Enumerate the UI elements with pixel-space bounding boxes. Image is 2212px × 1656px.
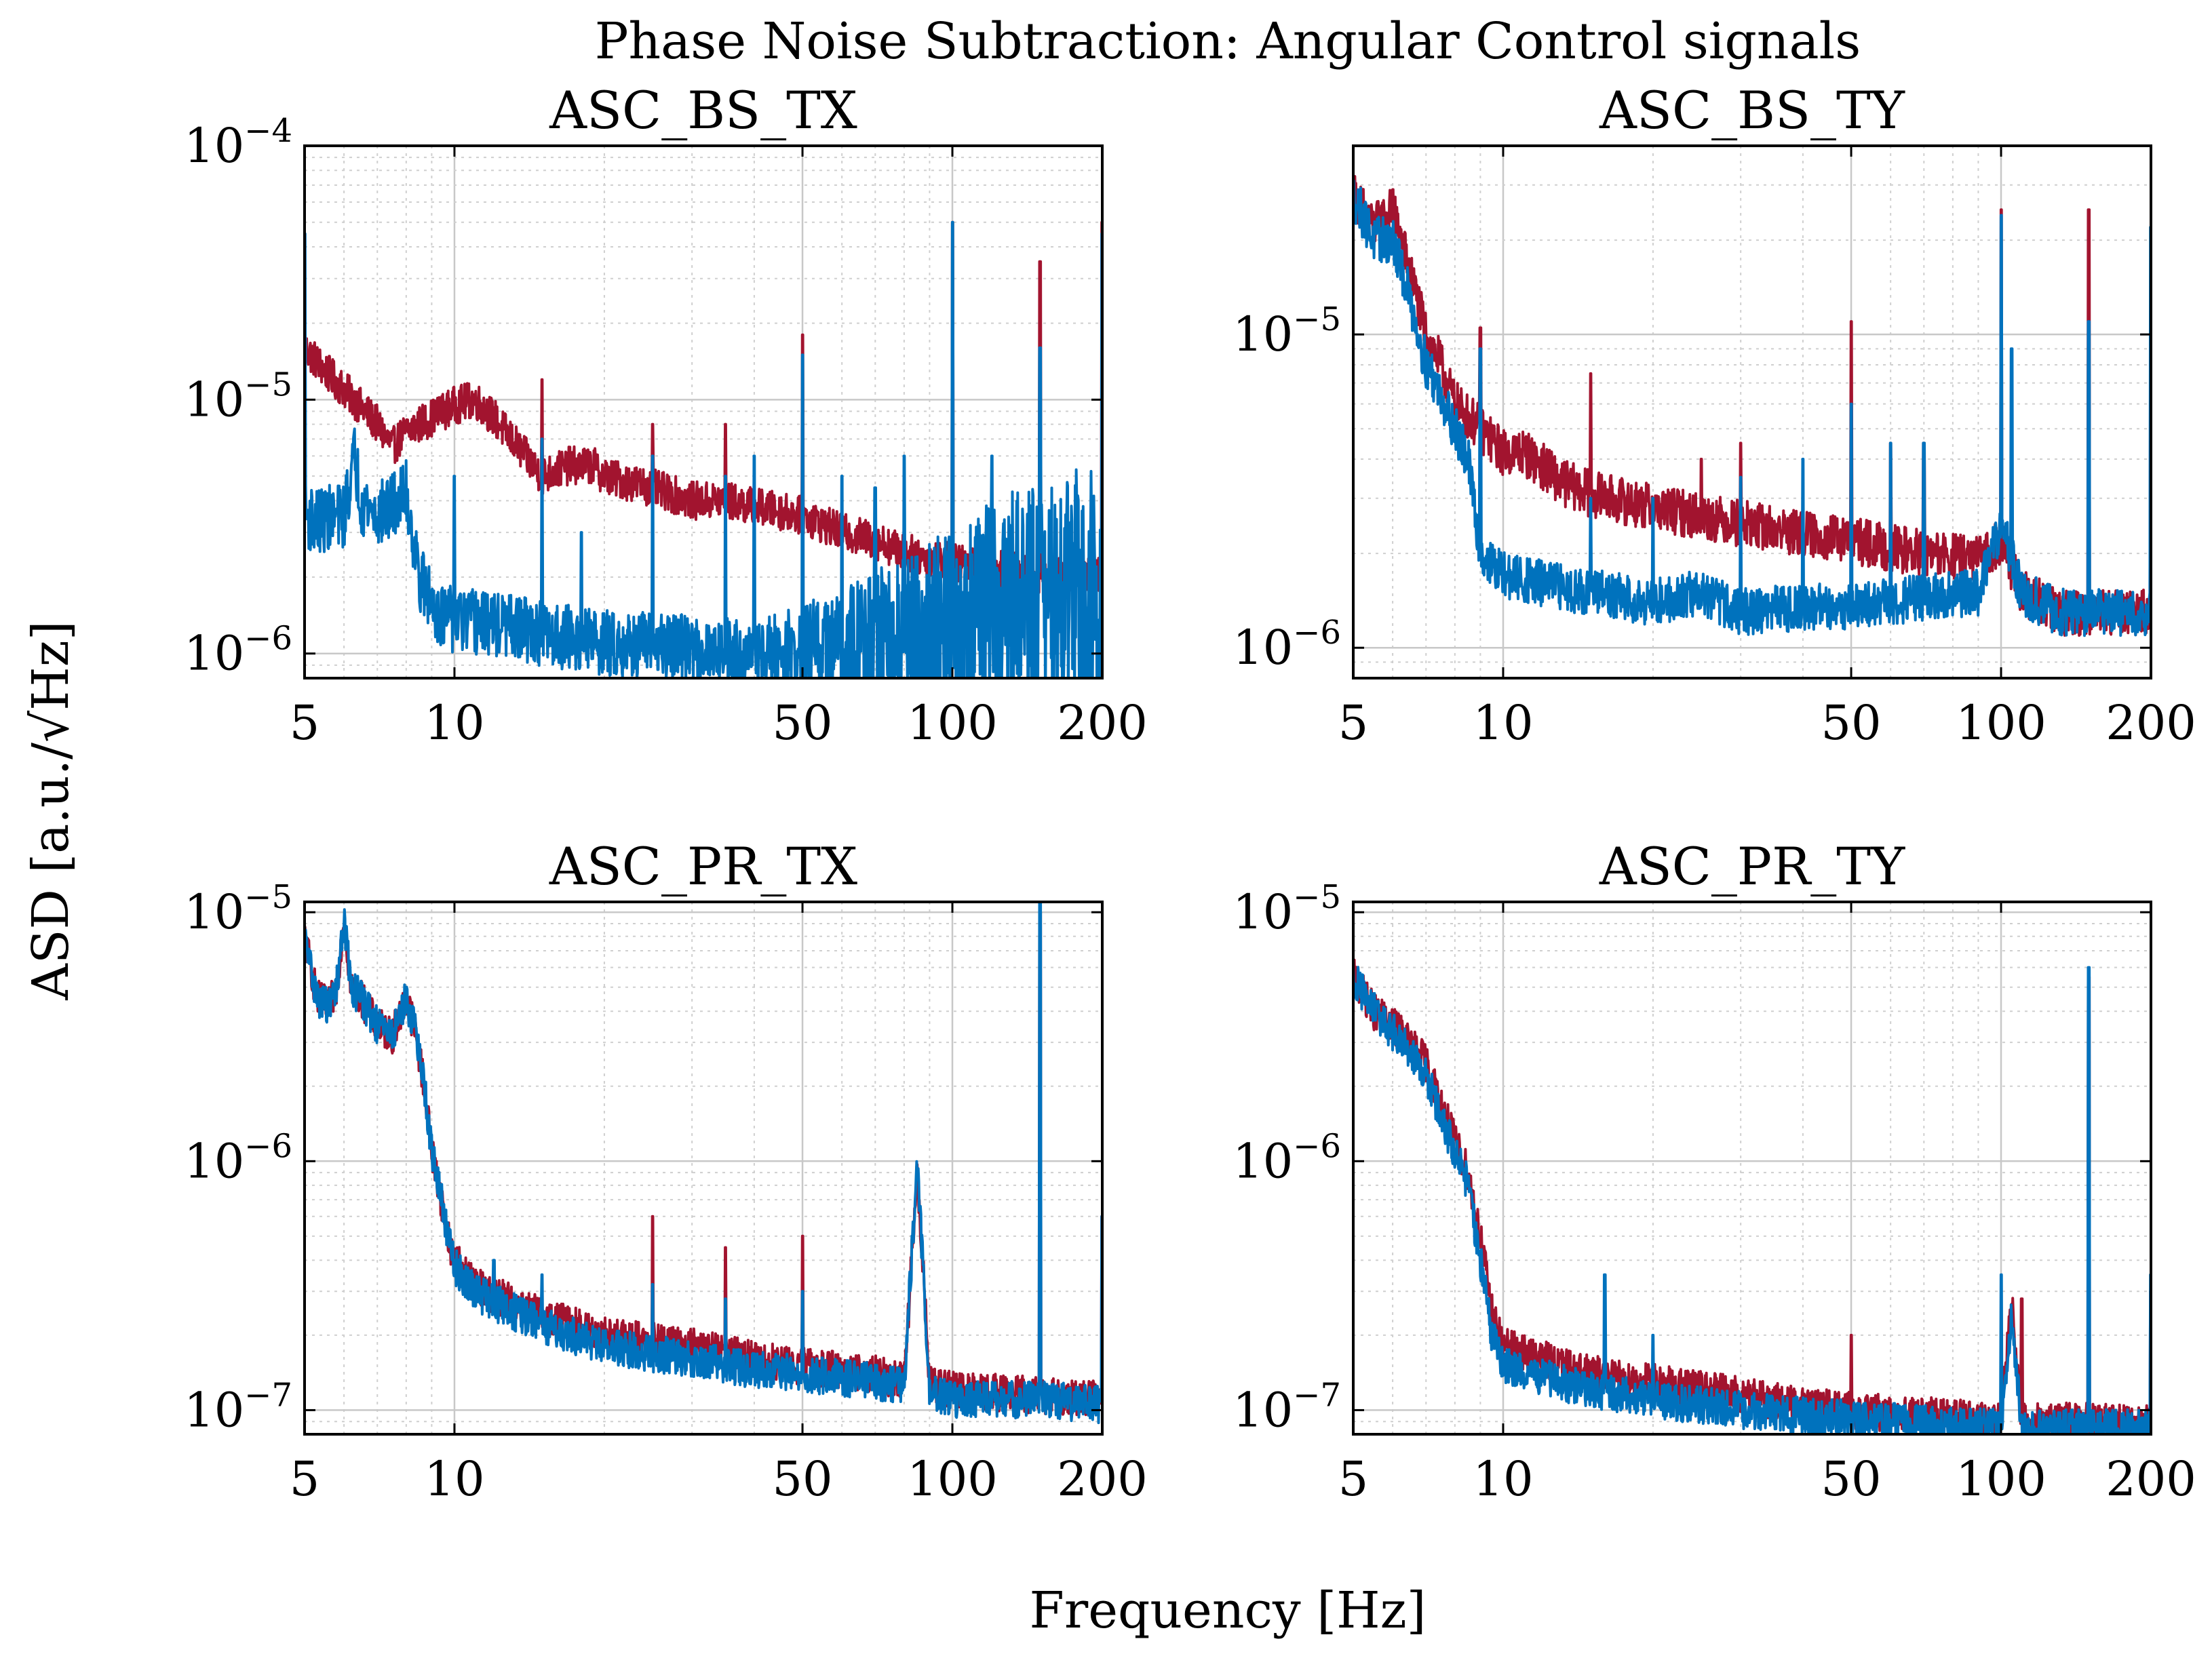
y-tick-label-base: 10 [1233, 1133, 1293, 1189]
series-group-bs-tx [305, 220, 1102, 678]
series-group-bs-ty [1353, 175, 2151, 637]
y-tick-label-exponent: −5 [1293, 300, 1341, 338]
y-tick-label-base: 10 [1233, 1382, 1293, 1438]
y-tick-label: 10−6 [184, 620, 292, 682]
y-tick-label-exponent: −6 [1293, 614, 1341, 652]
axes-frame-bs-ty [1352, 144, 2152, 679]
subplot-title: ASC_BS_TX [549, 80, 857, 140]
y-tick-label: 10−4 [184, 112, 292, 174]
y-tick-label: 10−6 [184, 1127, 292, 1189]
y-tick-label-exponent: −5 [244, 366, 292, 403]
y-tick-label-exponent: −7 [244, 1376, 292, 1414]
y-tick-label: 10−5 [1233, 300, 1341, 362]
series-line-after [1353, 964, 2151, 1434]
y-tick-label-exponent: −5 [244, 878, 292, 916]
subplot-title: ASC_BS_TY [1599, 80, 1905, 140]
series-group-pr-tx [305, 902, 1102, 1425]
x-tick-label: 5 [1338, 1451, 1369, 1507]
y-tick-label-exponent: −5 [1293, 878, 1341, 916]
y-tick-label: 10−6 [1233, 1127, 1341, 1189]
y-tick-label-base: 10 [184, 626, 244, 682]
x-tick-label: 200 [1057, 1451, 1148, 1507]
y-tick-label-exponent: −6 [244, 620, 292, 658]
y-tick-label-base: 10 [1233, 620, 1293, 675]
x-tick-label: 50 [773, 695, 833, 751]
y-tick-label-exponent: −6 [244, 1127, 292, 1165]
y-tick-label: 10−7 [1233, 1376, 1341, 1438]
x-tick-label: 5 [1338, 695, 1369, 751]
y-tick-label: 10−6 [1233, 614, 1341, 675]
axes-frame-pr-tx [303, 901, 1104, 1436]
figure-xlabel: Frequency [Hz] [1029, 1581, 1426, 1640]
y-tick-label-base: 10 [184, 884, 244, 940]
grid-pr-ty [1353, 902, 2151, 1434]
series-line-after [1353, 179, 2151, 637]
x-tick-label: 5 [290, 1451, 320, 1507]
x-tick-label: 200 [2106, 695, 2196, 751]
y-tick-label-exponent: −7 [1293, 1376, 1341, 1414]
y-tick-label-base: 10 [1233, 307, 1293, 362]
x-tick-label: 10 [424, 695, 484, 751]
x-tick-label: 10 [424, 1451, 484, 1507]
axes-frame-pr-ty [1352, 901, 2152, 1436]
y-tick-label-exponent: −6 [1293, 1127, 1341, 1165]
subplot-title: ASC_PR_TY [1599, 836, 1905, 896]
y-tick-label-base: 10 [184, 1133, 244, 1189]
x-tick-label: 100 [907, 1451, 998, 1507]
x-tick-label: 50 [1821, 1451, 1882, 1507]
y-tick-label: 10−5 [184, 878, 292, 940]
x-tick-label: 200 [1057, 695, 1148, 751]
series-line-before [305, 911, 1102, 1418]
x-tick-label: 10 [1473, 1451, 1533, 1507]
y-tick-label-base: 10 [1233, 884, 1293, 940]
y-tick-label-base: 10 [184, 118, 244, 174]
x-tick-label: 5 [290, 695, 320, 751]
y-tick-label-exponent: −4 [244, 112, 292, 150]
x-tick-label: 100 [907, 695, 998, 751]
figure-title: Phase Noise Subtraction: Angular Control… [595, 12, 1861, 71]
x-tick-label: 100 [1956, 1451, 2046, 1507]
x-tick-label: 200 [2106, 1451, 2196, 1507]
axes-frame-bs-tx [303, 144, 1104, 679]
figure-ylabel: ASD [a.u./√Hz] [22, 620, 80, 1000]
y-tick-label-base: 10 [184, 1382, 244, 1438]
y-tick-label-base: 10 [184, 372, 244, 427]
x-tick-label: 10 [1473, 695, 1533, 751]
y-tick-label: 10−5 [1233, 878, 1341, 940]
series-line-after [305, 902, 1102, 1425]
x-tick-label: 100 [1956, 695, 2046, 751]
x-tick-label: 50 [773, 1451, 833, 1507]
y-tick-label: 10−7 [184, 1376, 292, 1438]
subplot-title: ASC_PR_TX [549, 836, 857, 896]
series-line-before [1353, 175, 2151, 637]
series-line-after [305, 220, 1102, 678]
y-tick-label: 10−5 [184, 366, 292, 427]
x-tick-label: 50 [1821, 695, 1882, 751]
series-group-pr-ty [1353, 958, 2151, 1434]
